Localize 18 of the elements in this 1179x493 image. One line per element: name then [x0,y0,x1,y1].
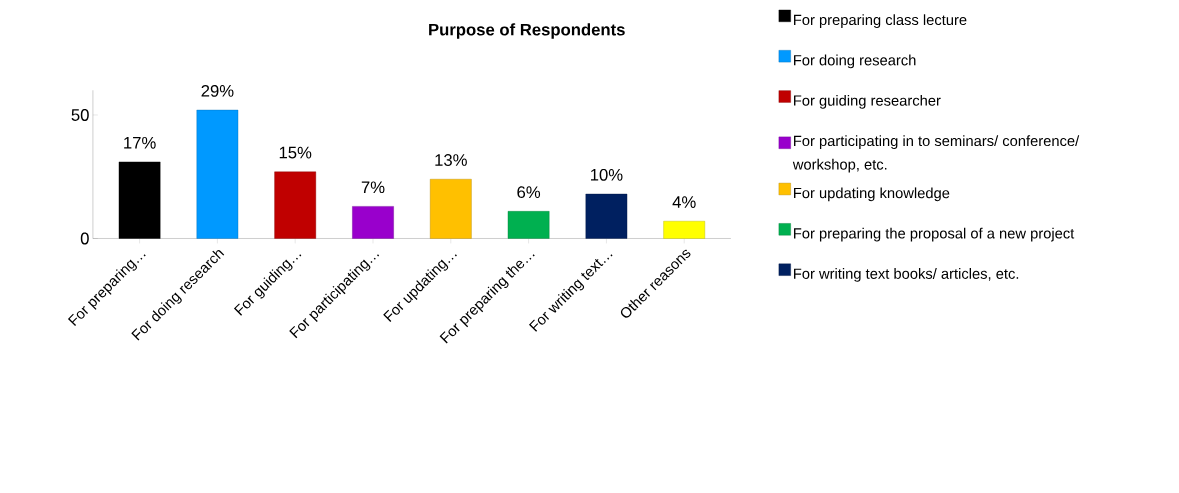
legend-label: For guiding researcher [794,95,941,109]
legend-label: For doing research [794,54,916,69]
annotation: 10% [590,169,623,181]
chart-title: Purpose of Respondents [429,23,625,39]
annotation: 7% [361,181,385,194]
legend-label: For preparing the proposal of a new project [794,227,1075,242]
legend-label: For participating in to seminars/ conference/ workshop, etc. [792,135,1080,173]
annotation: 4% [672,196,696,209]
annotation: 17% [124,137,156,149]
annotation: 15% [279,146,312,159]
legend-label: For preparing class lecture [794,14,967,29]
y-tick-label: 50 [71,109,89,122]
legend-label: For updating knowledge [794,187,950,202]
annotation: 13% [435,154,467,167]
y-tick-label: 0 [80,232,89,245]
annotation: 29% [201,85,234,97]
annotation: 6% [517,186,541,199]
legend-label: For writing text books/ articles, etc. [794,268,1019,282]
